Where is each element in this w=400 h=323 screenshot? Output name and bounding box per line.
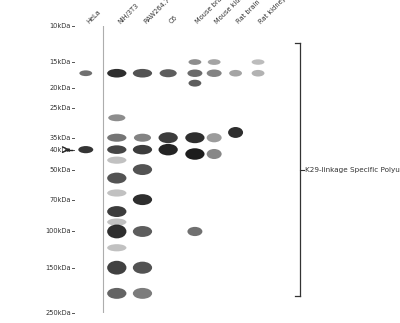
Ellipse shape — [133, 288, 152, 299]
Text: 35kDa: 35kDa — [50, 135, 71, 141]
Ellipse shape — [207, 69, 222, 77]
Ellipse shape — [78, 146, 93, 153]
Ellipse shape — [188, 227, 202, 236]
Ellipse shape — [107, 134, 126, 142]
Ellipse shape — [107, 189, 126, 197]
Ellipse shape — [158, 144, 178, 155]
Ellipse shape — [133, 145, 152, 154]
Text: HeLa: HeLa — [86, 8, 102, 25]
Text: Mouse brain: Mouse brain — [195, 0, 228, 25]
Ellipse shape — [107, 206, 126, 217]
Text: RAW264.7: RAW264.7 — [142, 0, 171, 25]
Text: 10kDa: 10kDa — [50, 23, 71, 29]
Ellipse shape — [79, 70, 92, 76]
Text: 25kDa: 25kDa — [49, 105, 71, 111]
Text: Rat kidney: Rat kidney — [258, 0, 288, 25]
Ellipse shape — [107, 69, 126, 78]
Ellipse shape — [252, 59, 264, 65]
Ellipse shape — [160, 69, 177, 77]
Ellipse shape — [188, 69, 202, 77]
Ellipse shape — [107, 218, 126, 226]
Text: 15kDa: 15kDa — [50, 59, 71, 65]
Ellipse shape — [133, 69, 152, 78]
Ellipse shape — [107, 288, 126, 299]
Ellipse shape — [158, 132, 178, 143]
Ellipse shape — [107, 172, 126, 183]
Ellipse shape — [208, 59, 220, 65]
Ellipse shape — [229, 70, 242, 77]
Ellipse shape — [107, 145, 126, 154]
Ellipse shape — [107, 224, 126, 238]
Ellipse shape — [185, 132, 204, 143]
Text: 40kDa: 40kDa — [49, 147, 71, 153]
Text: 70kDa: 70kDa — [49, 197, 71, 203]
Text: NIH/3T3: NIH/3T3 — [117, 2, 140, 25]
Ellipse shape — [108, 114, 125, 121]
Text: 50kDa: 50kDa — [49, 167, 71, 172]
Text: 250kDa: 250kDa — [45, 310, 71, 316]
Ellipse shape — [107, 157, 126, 164]
Ellipse shape — [107, 261, 126, 275]
Text: 20kDa: 20kDa — [49, 85, 71, 91]
Ellipse shape — [188, 80, 201, 87]
Ellipse shape — [134, 134, 151, 142]
Text: 150kDa: 150kDa — [45, 265, 71, 271]
Ellipse shape — [133, 164, 152, 175]
Ellipse shape — [133, 226, 152, 237]
Ellipse shape — [252, 70, 264, 77]
Text: Rat brain: Rat brain — [236, 0, 262, 25]
Ellipse shape — [133, 194, 152, 205]
Text: Mouse kidney: Mouse kidney — [214, 0, 251, 25]
Ellipse shape — [107, 244, 126, 251]
Ellipse shape — [188, 59, 201, 65]
Text: C6: C6 — [168, 14, 179, 25]
Ellipse shape — [207, 149, 222, 159]
Text: 100kDa: 100kDa — [45, 228, 71, 234]
Ellipse shape — [207, 133, 222, 142]
Ellipse shape — [185, 148, 204, 160]
Text: K29-linkage Specific Polyubiquitin: K29-linkage Specific Polyubiquitin — [305, 167, 400, 172]
Ellipse shape — [133, 262, 152, 274]
Ellipse shape — [228, 127, 243, 138]
